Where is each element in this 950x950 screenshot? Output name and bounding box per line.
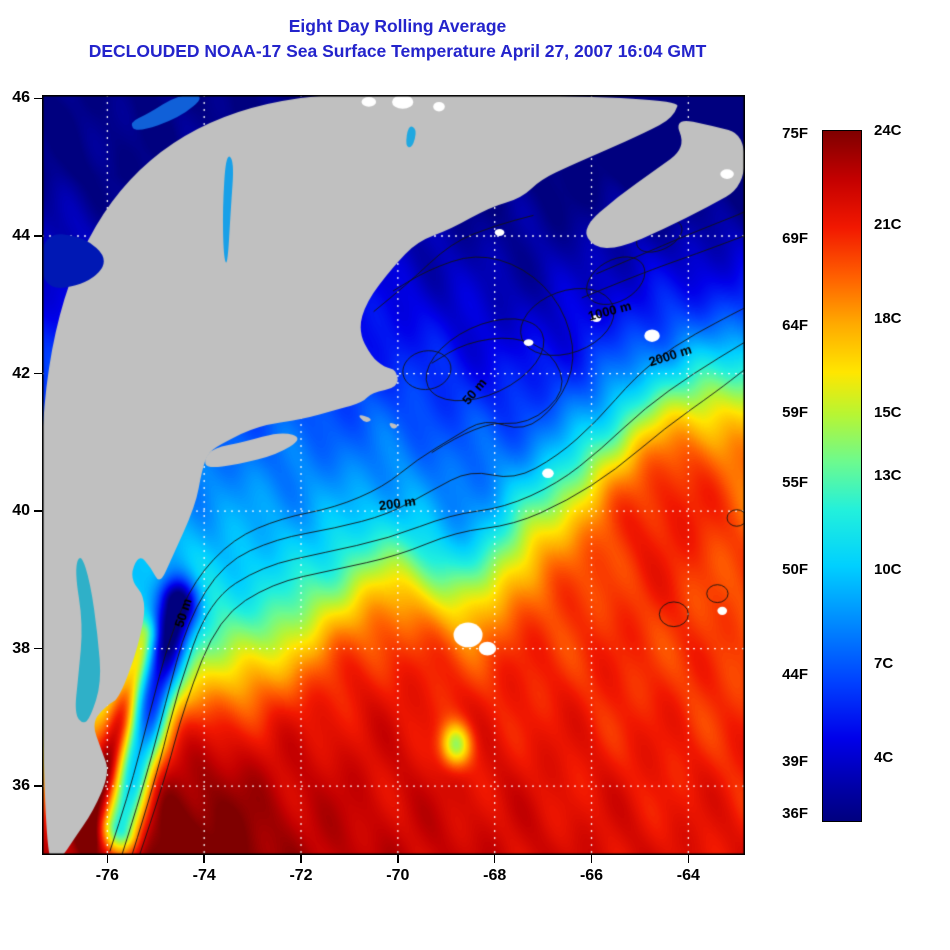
colorbar-fahrenheit-label: 59F [782,404,808,422]
figure-header: Eight Day Rolling Average DECLOUDED NOAA… [0,14,795,65]
colorbar-fahrenheit-label: 39F [782,752,808,770]
y-tick-label: 46 [12,89,30,107]
y-tick-label: 40 [12,502,30,520]
colorbar-fahrenheit-label: 36F [782,805,808,823]
x-tick-mark [687,855,690,863]
x-tick-label: -76 [95,867,119,884]
y-tick-mark [34,647,42,650]
y-tick-label: 36 [12,777,30,795]
colorbar-celsius-label: 24C [874,122,902,139]
sst-map-canvas [42,95,745,855]
colorbar-celsius-label: 13C [874,467,902,484]
colorbar-celsius-label: 7C [874,655,894,673]
y-tick-mark [34,510,42,512]
x-tick-mark [106,855,109,863]
colorbar-fahrenheit-label: 64F [782,317,808,335]
y-tick-label: 42 [12,364,30,382]
y-tick-mark [34,97,42,100]
x-tick-label: -74 [192,867,216,884]
x-tick-mark [590,855,593,863]
colorbar-celsius-label: 21C [874,216,902,234]
figure-subtitle: DECLOUDED NOAA-17 Sea Surface Temperatur… [88,41,707,62]
y-tick-label: 38 [12,639,30,657]
figure-title: Eight Day Rolling Average [288,16,507,36]
colorbar-celsius-label: 4C [874,749,894,767]
colorbar-fahrenheit-label: 69F [782,230,808,248]
x-tick-label: -72 [289,867,313,884]
x-tick-mark [203,855,205,863]
x-tick-label: -66 [579,867,604,884]
colorbar-celsius-label: 18C [874,310,902,328]
colorbar-fahrenheit-label: 44F [782,665,808,683]
x-tick-label: -64 [676,867,700,884]
colorbar-celsius-label: 10C [874,561,902,579]
x-tick-mark [397,855,399,863]
y-tick-label: 44 [12,226,30,244]
y-tick-mark [34,235,42,237]
x-tick-label: -68 [483,867,507,884]
colorbar-fahrenheit-label: 55F [782,473,808,491]
colorbar-fahrenheit-label: 50F [782,561,808,579]
colorbar-fahrenheit-label: 75F [782,125,808,143]
x-tick-label: -70 [386,867,410,884]
x-tick-mark [493,855,496,863]
colorbar [822,130,862,822]
y-tick-mark [34,785,42,787]
x-tick-mark [300,855,302,863]
colorbar-celsius-label: 15C [874,404,902,422]
y-tick-mark [34,372,42,375]
